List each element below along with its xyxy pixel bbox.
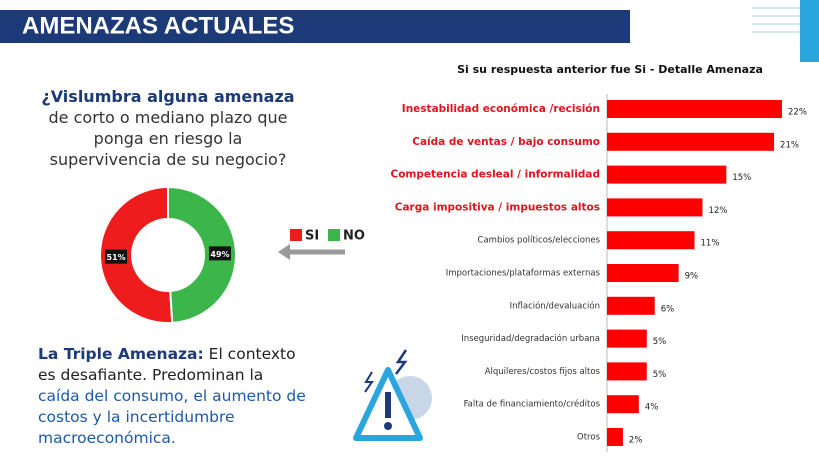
legend-label: NO (343, 229, 365, 244)
category-label: Falta de financiamiento/créditos (464, 399, 601, 410)
category-label: Importaciones/plataformas externas (446, 269, 601, 279)
value-label: 4% (645, 403, 659, 413)
legend-swatch (328, 229, 340, 241)
bar (607, 264, 679, 282)
category-label: Cambios políticos/elecciones (478, 236, 601, 246)
value-label: 2% (629, 436, 643, 446)
category-label: Caída de ventas / bajo consumo (412, 136, 600, 148)
warning-icon (353, 349, 432, 441)
category-label: Otros (577, 433, 601, 443)
value-label: 51% (106, 253, 125, 262)
question-line: supervivencia de su negocio? (49, 150, 287, 169)
conclusion: La Triple Amenaza: El contexto es desafi… (38, 344, 306, 449)
chart-title: Si su respuesta anterior fue Si - Detall… (457, 63, 763, 76)
question: ¿Vislumbra alguna amenaza de corto o med… (28, 86, 308, 170)
pie-slice (99, 185, 174, 324)
category-label: Alquileres/costos fijos altos (485, 367, 601, 377)
category-label: Inseguridad/degradación urbana (461, 333, 600, 344)
bar (607, 132, 775, 151)
value-label: 22% (788, 108, 807, 118)
bar (607, 329, 647, 348)
value-label: 15% (732, 173, 751, 183)
conclusion-highlight: caída del consumo, el aumento de costos … (38, 387, 306, 447)
legend-swatch (290, 229, 302, 241)
bar (607, 362, 647, 381)
pie-slice (167, 185, 237, 324)
header-title: AMENAZAS ACTUALES (22, 12, 294, 39)
conclusion-lead: La Triple Amenaza: (38, 345, 204, 363)
decoration-bar (800, 0, 819, 62)
bar (607, 296, 655, 315)
value-label-box (105, 249, 128, 264)
bar (607, 428, 623, 446)
conclusion-text: El contexto es desafiante. Predominan la (38, 345, 296, 384)
category-label: Inflación/devaluación (510, 300, 600, 311)
category-label: Inestabilidad económica /recisión (402, 103, 600, 115)
category-label: Carga impositiva / impuestos altos (395, 201, 600, 213)
bar (607, 165, 727, 184)
header-band (0, 10, 630, 43)
value-label: 9% (685, 272, 699, 282)
value-label: 21% (780, 140, 799, 150)
bar (607, 395, 639, 414)
value-label: 11% (701, 239, 720, 249)
arrow-head (278, 244, 290, 260)
value-label: 6% (661, 304, 675, 314)
category-label: Competencia desleal / informalidad (391, 169, 601, 181)
value-label: 5% (653, 337, 667, 347)
bar (607, 198, 703, 217)
value-label: 12% (708, 206, 727, 216)
question-line: ponga en riesgo la (93, 129, 243, 148)
value-label: 5% (653, 370, 667, 380)
question-lead: ¿Vislumbra alguna amenaza (41, 87, 295, 106)
bar (607, 231, 695, 250)
value-label: 49% (210, 250, 229, 259)
question-line: de corto o mediano plazo que (48, 108, 288, 127)
value-label-box (208, 246, 231, 261)
legend-label: SI (305, 229, 319, 244)
bar (607, 100, 782, 118)
